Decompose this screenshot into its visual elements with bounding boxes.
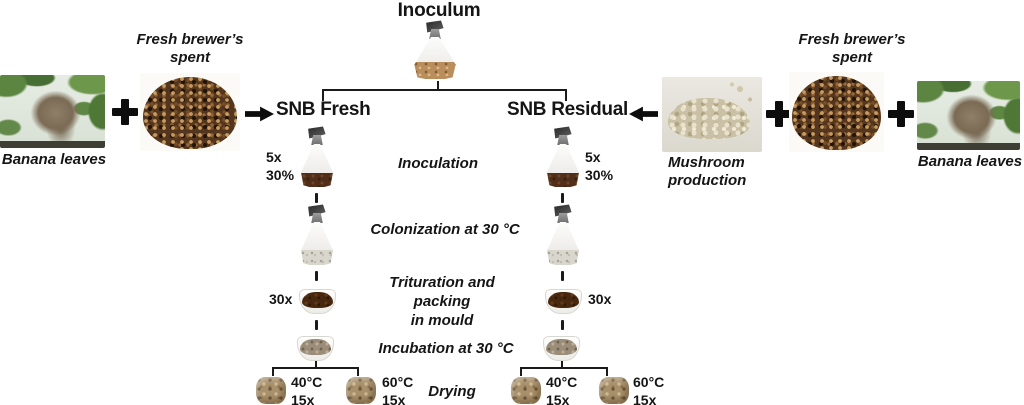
fresh-dried-puck-40-icon [256,377,286,404]
bowl-contents-dark [548,292,579,308]
connector-dash [561,193,564,203]
mushroom-pile-art [668,98,750,139]
residual-inoculated-bag-icon [546,127,580,187]
fresh-trituration-bowl-icon [299,289,336,314]
fresh-drying-40-note: 40°C 15x [291,374,323,405]
bracket-horizontal-line [322,89,567,91]
caption-brewers-spent-right: Fresh brewer’s spent [798,31,906,66]
plus-icon-right-1 [766,101,792,127]
drying-bracket-right-tick [606,367,608,376]
fresh-dried-puck-60-icon [346,377,376,404]
bag-grain-fill [414,62,456,79]
arrow-left-icon [629,106,658,122]
residual-colonized-bag-icon [546,205,580,265]
step-label-drying: Drying [428,383,476,400]
photo-banana-leaves-right [917,81,1020,150]
bag-body-icon [301,144,333,187]
fresh-inoculated-bag-icon [300,127,334,187]
residual-trituration-note: 30x [588,291,612,307]
bag-substrate-fill [301,173,333,187]
bracket-right-tick [565,89,567,101]
bag-substrate-fill [547,173,579,187]
caption-brewers-spent-left: Fresh brewer’s spent [136,31,244,66]
bag-body-icon [301,222,333,265]
drying-bracket-center-tick [561,361,563,367]
caption-mushroom-production: Mushroom production [668,154,747,189]
connector-dash [561,320,564,330]
bracket-center-tick [437,81,439,89]
bowl-contents-mixed [546,339,577,355]
spent-pile-art [143,76,237,149]
fresh-colonized-bag-icon [300,205,334,265]
connector-dash [561,271,564,281]
bowl-contents-dark [302,292,333,308]
residual-drying-40-note: 40°C 15x [546,374,578,405]
spent-pile-art [791,76,882,150]
branch-label-snb-residual: SNB Residual [507,99,628,120]
step-label-colonization: Colonization at 30 °C [370,221,520,238]
residual-dried-puck-60-icon [599,377,629,404]
bag-body-icon [414,37,456,79]
fresh-trituration-note: 30x [269,291,293,307]
arrow-right-icon [245,106,274,122]
step-label-inoculation: Inoculation [398,155,478,172]
residual-dried-puck-40-icon [511,377,541,404]
fresh-drying-60-note: 60°C 15x [382,374,414,405]
caption-banana-leaves-right: Banana leaves [917,153,1023,170]
bag-mycelium-fill [301,250,333,265]
drying-bracket-left-tick [272,367,274,376]
step-label-incubation: Incubation at 30 °C [378,340,514,357]
drying-bracket-line [520,367,608,369]
bag-body-icon [547,222,579,265]
drying-bracket-right-tick [357,367,359,376]
drying-bracket-line [272,367,359,369]
bowl-contents-mixed [300,339,331,355]
bag-neck-icon [311,135,323,145]
photo-brewers-spent-left [140,73,240,151]
photo-banana-leaves-left [0,75,105,148]
inoculum-bag-icon [413,21,457,79]
fresh-incubation-bowl-icon [297,336,334,361]
bag-mycelium-fill [547,250,579,265]
connector-dash [315,271,318,281]
plus-icon-right-2 [888,101,914,127]
bracket-left-tick [322,89,324,101]
branch-label-snb-fresh: SNB Fresh [276,99,371,120]
bag-body-icon [547,144,579,187]
residual-incubation-bowl-icon [543,336,580,361]
drying-bracket-left-tick [520,367,522,376]
photo-brewers-spent-right [789,72,884,152]
drying-bracket-center-tick [315,361,317,367]
connector-dash [315,193,318,203]
step-label-trituration: Trituration and packing in mould [389,274,495,329]
residual-inoculation-note: 5x 30% [585,149,614,183]
fresh-inoculation-note: 5x 30% [266,149,295,183]
residual-trituration-bowl-icon [545,289,582,314]
inoculum-title: Inoculum [397,0,481,21]
bag-neck-icon [429,29,441,39]
bag-neck-icon [557,213,569,223]
photo-mushroom-production [662,77,762,152]
bag-neck-icon [311,213,323,223]
bag-neck-icon [557,135,569,145]
residual-drying-60-note: 60°C 15x [633,374,665,405]
caption-banana-leaves-left: Banana leaves [1,151,107,168]
connector-dash [315,320,318,330]
plus-icon-left [112,99,138,125]
